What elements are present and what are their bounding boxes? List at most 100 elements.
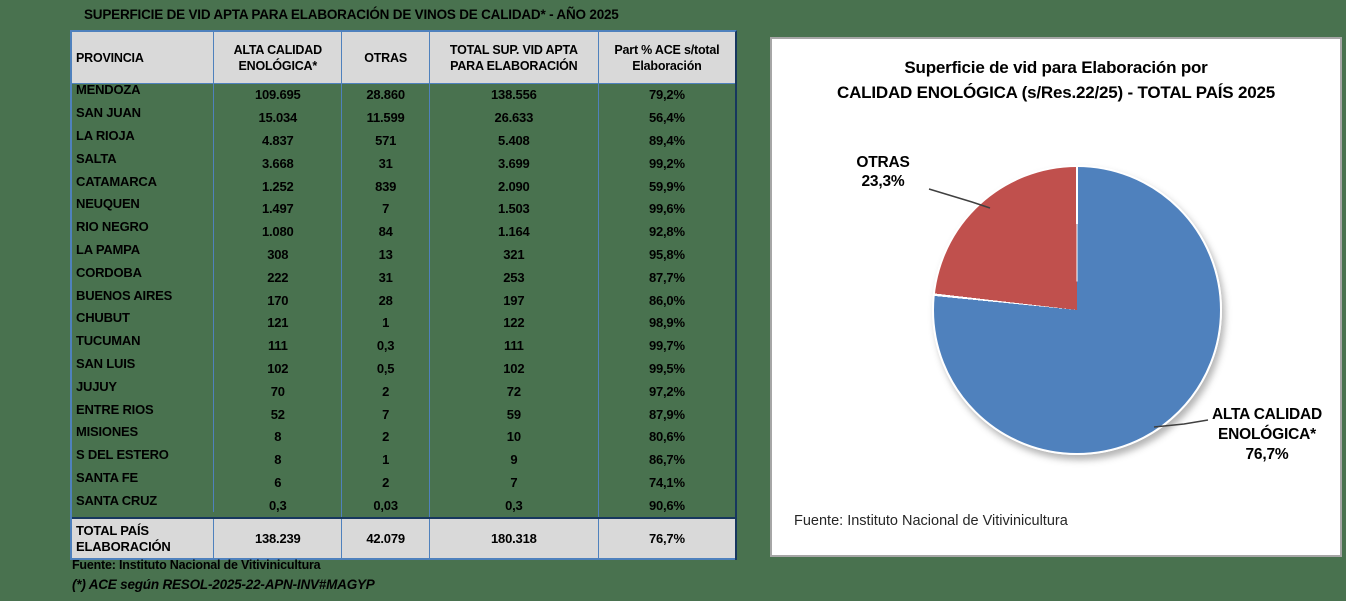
row-total-value: 3.699 — [430, 152, 599, 176]
table-body: MENDOZA 109.695 28.860 138.556 79,2% SAN JUAN… — [72, 79, 735, 518]
row-part-value: 92,8% — [648, 224, 685, 240]
table-row: SANTA FE 6 2 7 74,1% — [72, 466, 735, 495]
row-ace-value: 308 — [214, 243, 343, 267]
pie-chart — [932, 165, 1222, 455]
provinces-table: PROVINCIA ALTA CALIDAD ENOLÓGICA* OTRAS … — [70, 30, 737, 560]
row-otras-value: 7 — [342, 197, 430, 221]
row-part-value: 86,7% — [648, 452, 685, 468]
row-total-value: 321 — [430, 243, 599, 267]
row-provincia: CATAMARCA — [72, 170, 215, 193]
row-otras-value: 1 — [342, 311, 430, 335]
row-part-value: 99,6% — [648, 201, 685, 217]
table-row: ENTRE RIOS 52 7 59 87,9% — [72, 398, 735, 426]
row-otras-value: 0,03 — [342, 494, 430, 518]
row-otras-value: 7 — [342, 403, 430, 426]
row-provincia: NEUQUEN — [72, 192, 215, 216]
row-total-value: 1.503 — [430, 197, 599, 221]
row-total-value: 59 — [430, 403, 599, 426]
row-otras-value: 1 — [342, 448, 430, 472]
row-otras-value: 2 — [342, 425, 430, 449]
row-ace-value: 111 — [214, 334, 343, 358]
label-otras: OTRAS 23,3% — [856, 154, 910, 190]
table-header-row: PROVINCIA ALTA CALIDAD ENOLÓGICA* OTRAS … — [72, 32, 735, 84]
header-total-sup: TOTAL SUP. VID APTA PARA ELABORACIÓN — [430, 32, 599, 83]
row-ace-value: 102 — [214, 357, 343, 381]
row-ace-value: 3.668 — [214, 152, 343, 176]
row-total-value: 197 — [430, 289, 599, 312]
row-provincia: S DEL ESTERO — [72, 443, 215, 467]
row-otras-value: 839 — [342, 175, 430, 198]
table-row: LA PAMPA 308 13 321 95,8% — [72, 238, 735, 267]
row-part-value: 99,2% — [648, 155, 685, 171]
table-row: NEUQUEN 1.497 7 1.503 99,6% — [72, 192, 735, 221]
row-provincia: JUJUY — [72, 375, 215, 399]
row-ace-value: 52 — [214, 403, 343, 426]
row-provincia: CORDOBA — [72, 261, 215, 285]
row-provincia: CHUBUT — [72, 306, 215, 330]
row-ace-value: 70 — [214, 380, 343, 404]
row-ace-value: 8 — [214, 448, 343, 472]
row-provincia: MISIONES — [72, 420, 215, 444]
header-part-pct: Part % ACE s/total Elaboración — [614, 42, 720, 73]
row-otras-value: 2 — [342, 380, 430, 404]
row-provincia: SAN JUAN — [72, 101, 215, 125]
row-total-value: 26.633 — [430, 106, 599, 130]
row-part-value: 87,7% — [648, 269, 685, 285]
total-otras: 42.079 — [342, 519, 430, 558]
table-row: MISIONES 8 2 10 80,6% — [72, 420, 735, 449]
row-ace-value: 170 — [214, 289, 343, 312]
row-otras-value: 28 — [342, 289, 430, 312]
row-otras-value: 28.860 — [342, 84, 430, 107]
row-otras-value: 13 — [342, 243, 430, 267]
row-part-value: 86,0% — [648, 292, 685, 308]
row-total-value: 122 — [430, 311, 599, 335]
row-ace-value: 109.695 — [214, 84, 343, 107]
row-part-value: 95,8% — [648, 246, 685, 262]
table-source-note: Fuente: Instituto Nacional de Vitivinicu… — [72, 558, 321, 572]
row-ace-value: 1.080 — [214, 220, 343, 244]
table-row: CORDOBA 222 31 253 87,7% — [72, 261, 735, 290]
row-provincia: SAN LUIS — [72, 352, 215, 376]
row-total-value: 5.408 — [430, 129, 599, 153]
row-total-value: 1.164 — [430, 220, 599, 244]
row-provincia: BUENOS AIRES — [72, 284, 215, 307]
row-ace-value: 4.837 — [214, 129, 343, 153]
table-row: RIO NEGRO 1.080 84 1.164 92,8% — [72, 215, 735, 244]
header-alta-calidad: ALTA CALIDAD ENOLÓGICA* — [214, 32, 343, 83]
row-total-value: 2.090 — [430, 175, 599, 198]
total-part: 76,7% — [648, 530, 685, 546]
row-otras-value: 0,3 — [342, 334, 430, 358]
table-row: CATAMARCA 1.252 839 2.090 59,9% — [72, 170, 735, 198]
row-provincia: LA RIOJA — [72, 124, 215, 148]
row-total-value: 10 — [430, 425, 599, 449]
row-ace-value: 15.034 — [214, 106, 343, 130]
table-row: SALTA 3.668 31 3.699 99,2% — [72, 147, 735, 176]
chart-title: Superficie de vid para Elaboración por C… — [837, 58, 1275, 102]
row-part-value: 98,9% — [648, 315, 685, 331]
label-alta-calidad: ALTA CALIDAD ENOLÓGICA* 76,7% — [1211, 406, 1323, 463]
table-row: MENDOZA 109.695 28.860 138.556 79,2% — [72, 79, 735, 107]
row-part-value: 99,7% — [648, 338, 685, 354]
row-part-value: 59,9% — [648, 178, 685, 194]
row-otras-value: 571 — [342, 129, 430, 153]
row-part-value: 87,9% — [648, 406, 685, 422]
total-ace: 138.239 — [214, 519, 343, 558]
table-total-row: TOTAL PAÍS ELABORACIÓN 138.239 42.079 18… — [72, 517, 735, 560]
row-part-value: 89,4% — [648, 132, 685, 148]
row-part-value: 79,2% — [648, 87, 685, 103]
row-provincia: ENTRE RIOS — [72, 398, 215, 421]
row-total-value: 72 — [430, 380, 599, 404]
row-total-value: 0,3 — [430, 494, 599, 518]
row-provincia: SANTA FE — [72, 466, 215, 490]
table-row: TUCUMAN 111 0,3 111 99,7% — [72, 329, 735, 358]
row-provincia: RIO NEGRO — [72, 215, 215, 239]
row-ace-value: 222 — [214, 266, 343, 290]
row-total-value: 138.556 — [430, 84, 599, 107]
row-part-value: 80,6% — [648, 429, 685, 445]
total-total: 180.318 — [430, 519, 599, 558]
table-row: S DEL ESTERO 8 1 9 86,7% — [72, 443, 735, 472]
table-row: SANTA CRUZ 0,3 0,03 0,3 90,6% — [72, 489, 735, 518]
row-ace-value: 1.252 — [214, 175, 343, 198]
table-row: JUJUY 70 2 72 97,2% — [72, 375, 735, 404]
row-otras-value: 31 — [342, 266, 430, 290]
